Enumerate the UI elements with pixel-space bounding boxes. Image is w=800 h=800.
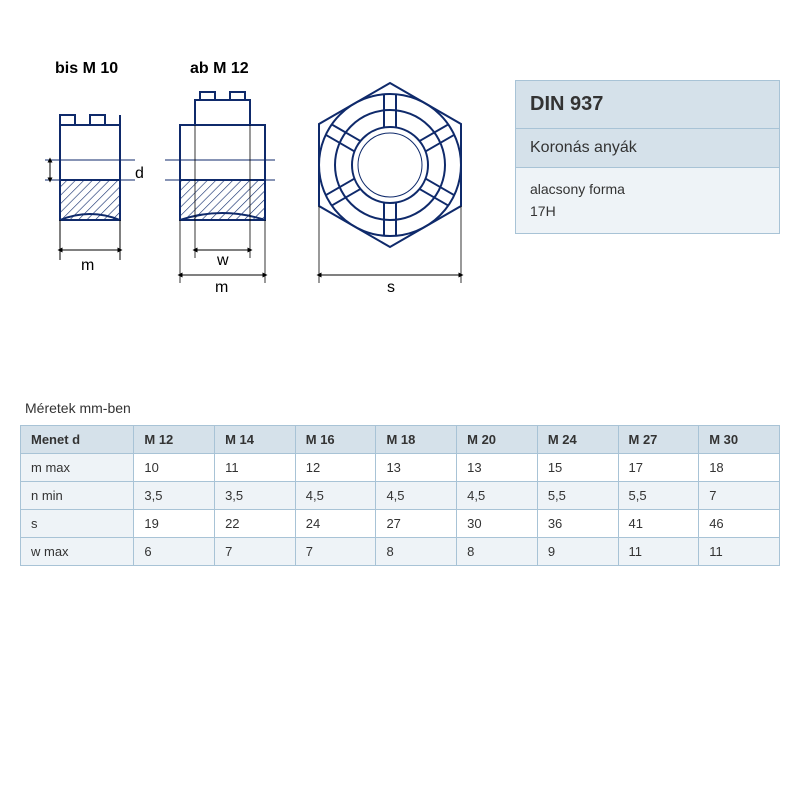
table-row: w max 6 7 7 8 8 9 11 11 [21, 538, 780, 566]
col-header: M 12 [134, 426, 215, 454]
cell: 22 [215, 510, 296, 538]
cell: 7 [699, 482, 780, 510]
row-label: s [21, 510, 134, 538]
spec-table: Menet d M 12 M 14 M 16 M 18 M 20 M 24 M … [20, 425, 780, 566]
cell: 11 [215, 454, 296, 482]
dim-m-left: m [81, 257, 94, 274]
cell: 27 [376, 510, 457, 538]
col-header: M 16 [295, 426, 376, 454]
cell: 11 [618, 538, 699, 566]
dim-w: w [216, 252, 229, 269]
cell: 30 [457, 510, 538, 538]
row-label: w max [21, 538, 134, 566]
cell: 9 [537, 538, 618, 566]
cell: 7 [295, 538, 376, 566]
col-header: M 18 [376, 426, 457, 454]
product-desc: alacsony forma 17H [515, 167, 780, 234]
cell: 46 [699, 510, 780, 538]
col-header: M 14 [215, 426, 296, 454]
dim-d: d [135, 165, 144, 182]
desc-line1: alacsony forma [530, 178, 765, 200]
cell: 36 [537, 510, 618, 538]
table-row: n min 3,5 3,5 4,5 4,5 4,5 5,5 5,5 7 [21, 482, 780, 510]
cell: 15 [537, 454, 618, 482]
col-header: M 27 [618, 426, 699, 454]
table-row: m max 10 11 12 13 13 15 17 18 [21, 454, 780, 482]
standard-code: DIN 937 [515, 80, 780, 128]
cell: 11 [699, 538, 780, 566]
col-header: M 24 [537, 426, 618, 454]
cell: 4,5 [457, 482, 538, 510]
cell: 41 [618, 510, 699, 538]
row-label: m max [21, 454, 134, 482]
row-label: n min [21, 482, 134, 510]
table-row: s 19 22 24 27 30 36 41 46 [21, 510, 780, 538]
cell: 13 [376, 454, 457, 482]
cell: 12 [295, 454, 376, 482]
cell: 3,5 [134, 482, 215, 510]
col-header: M 20 [457, 426, 538, 454]
cell: 6 [134, 538, 215, 566]
cell: 8 [376, 538, 457, 566]
dim-m: m [215, 279, 228, 296]
cell: 19 [134, 510, 215, 538]
cell: 24 [295, 510, 376, 538]
cell: 18 [699, 454, 780, 482]
cell: 7 [215, 538, 296, 566]
cell: 4,5 [295, 482, 376, 510]
cell: 4,5 [376, 482, 457, 510]
cell: 8 [457, 538, 538, 566]
table-header-row: Menet d M 12 M 14 M 16 M 18 M 20 M 24 M … [21, 426, 780, 454]
cell: 13 [457, 454, 538, 482]
cell: 3,5 [215, 482, 296, 510]
cell: 5,5 [537, 482, 618, 510]
desc-line2: 17H [530, 200, 765, 222]
table-caption: Méretek mm-ben [25, 400, 131, 416]
technical-drawing: m d w m [20, 50, 500, 330]
info-panel: DIN 937 Koronás anyák alacsony forma 17H [515, 80, 780, 234]
cell: 17 [618, 454, 699, 482]
dim-s: s [387, 279, 395, 296]
col-header: Menet d [21, 426, 134, 454]
cell: 5,5 [618, 482, 699, 510]
product-name: Koronás anyák [515, 128, 780, 167]
cell: 10 [134, 454, 215, 482]
col-header: M 30 [699, 426, 780, 454]
